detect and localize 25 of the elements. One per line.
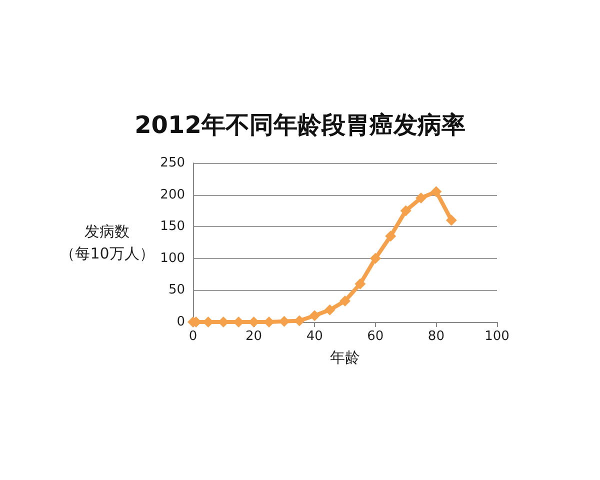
y-tick-label: 50 [168, 282, 185, 298]
y-axis-title: 发病数（每10万人） [60, 222, 154, 262]
y-tick-label: 250 [160, 156, 185, 170]
y-tick-label: 100 [160, 250, 185, 266]
point [430, 186, 442, 198]
point [324, 304, 336, 316]
x-tick-label: 60 [367, 329, 384, 344]
point [400, 205, 412, 216]
y-tick-label: 150 [160, 219, 185, 234]
x-axis-title: 年龄 [330, 348, 360, 366]
x-tick-label: 40 [306, 329, 323, 344]
y-tick-label: 200 [160, 187, 185, 202]
x-tick-label: 0 [188, 329, 198, 344]
point [416, 192, 426, 204]
point [446, 214, 457, 226]
x-tick-label: 20 [246, 329, 262, 344]
point [309, 310, 320, 322]
y-tick-label: 0 [176, 314, 185, 330]
point [385, 230, 396, 242]
point [354, 278, 366, 290]
x-tick-label: 100 [484, 329, 510, 344]
x-tick-label: 80 [428, 329, 444, 344]
chart-title: 2012年不同年龄段胃癌发病率 [134, 111, 466, 139]
point [370, 252, 381, 264]
point [340, 296, 350, 307]
